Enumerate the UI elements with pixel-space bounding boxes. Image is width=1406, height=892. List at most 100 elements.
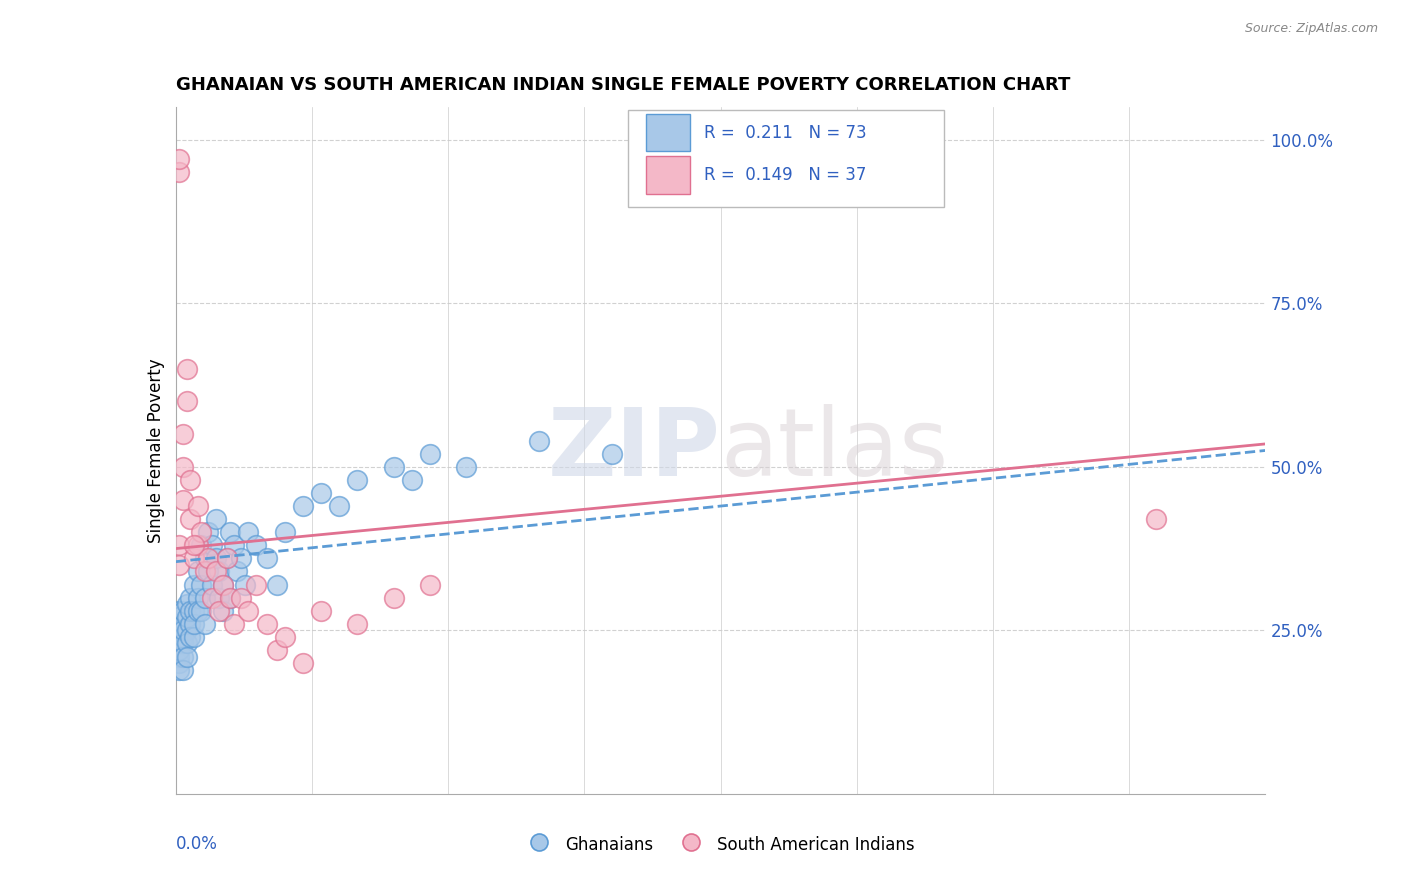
- Text: ZIP: ZIP: [548, 404, 721, 497]
- Point: [226, 565, 249, 579]
- Point: [238, 525, 260, 540]
- Text: GHANAIAN VS SOUTH AMERICAN INDIAN SINGLE FEMALE POVERTY CORRELATION CHART: GHANAIAN VS SOUTH AMERICAN INDIAN SINGLE…: [176, 77, 1070, 95]
- Point: [176, 636, 198, 650]
- Point: [194, 591, 217, 605]
- Point: [231, 551, 253, 566]
- Point: [194, 565, 217, 579]
- Point: [169, 604, 191, 618]
- Point: [600, 447, 623, 461]
- Point: [456, 459, 478, 474]
- Point: [401, 473, 423, 487]
- Point: [208, 565, 231, 579]
- Point: [179, 616, 201, 631]
- Point: [172, 427, 194, 442]
- Point: [197, 565, 219, 579]
- Point: [179, 604, 201, 618]
- Point: [176, 649, 198, 664]
- Point: [419, 447, 441, 461]
- Point: [382, 591, 405, 605]
- Y-axis label: Single Female Poverty: Single Female Poverty: [146, 359, 165, 542]
- Point: [190, 525, 212, 540]
- Point: [527, 434, 550, 448]
- Point: [169, 624, 191, 638]
- Point: [169, 636, 191, 650]
- Point: [233, 577, 256, 591]
- Point: [309, 604, 332, 618]
- Point: [176, 597, 198, 611]
- Point: [204, 551, 226, 566]
- Point: [266, 577, 288, 591]
- Text: R =  0.149   N = 37: R = 0.149 N = 37: [704, 167, 866, 185]
- Point: [186, 565, 209, 579]
- Point: [215, 551, 238, 566]
- Point: [194, 616, 217, 631]
- Point: [176, 624, 198, 638]
- Point: [201, 577, 224, 591]
- Point: [176, 394, 198, 409]
- Point: [186, 499, 209, 513]
- Point: [169, 624, 191, 638]
- Point: [219, 591, 242, 605]
- Point: [169, 538, 191, 552]
- Point: [183, 577, 205, 591]
- Point: [208, 604, 231, 618]
- Text: atlas: atlas: [721, 404, 949, 497]
- Point: [212, 577, 235, 591]
- Point: [382, 459, 405, 474]
- Point: [169, 643, 191, 657]
- Point: [231, 591, 253, 605]
- Point: [204, 565, 226, 579]
- Point: [238, 604, 260, 618]
- FancyBboxPatch shape: [628, 111, 943, 207]
- Point: [169, 663, 191, 677]
- Point: [309, 486, 332, 500]
- Point: [222, 616, 245, 631]
- Point: [1146, 512, 1168, 526]
- Point: [190, 538, 212, 552]
- Point: [291, 656, 314, 670]
- Point: [212, 604, 235, 618]
- Point: [176, 610, 198, 624]
- Point: [169, 616, 191, 631]
- Point: [176, 361, 198, 376]
- Point: [169, 558, 191, 572]
- Point: [183, 551, 205, 566]
- Point: [186, 604, 209, 618]
- Legend: Ghanaians, South American Indians: Ghanaians, South American Indians: [520, 828, 921, 861]
- Point: [186, 591, 209, 605]
- Point: [219, 525, 242, 540]
- Point: [186, 538, 209, 552]
- Point: [172, 663, 194, 677]
- Point: [291, 499, 314, 513]
- Point: [190, 577, 212, 591]
- Point: [183, 604, 205, 618]
- Point: [266, 643, 288, 657]
- Point: [169, 610, 191, 624]
- Point: [346, 616, 368, 631]
- Point: [204, 512, 226, 526]
- Point: [172, 492, 194, 507]
- Point: [201, 538, 224, 552]
- Point: [197, 551, 219, 566]
- Point: [183, 538, 205, 552]
- Point: [169, 649, 191, 664]
- Point: [274, 525, 297, 540]
- Point: [172, 636, 194, 650]
- Point: [328, 499, 350, 513]
- Bar: [647, 113, 690, 152]
- Point: [179, 591, 201, 605]
- Bar: [647, 156, 690, 194]
- Point: [172, 616, 194, 631]
- Point: [256, 551, 278, 566]
- Point: [169, 656, 191, 670]
- Text: Source: ZipAtlas.com: Source: ZipAtlas.com: [1244, 22, 1378, 36]
- Point: [179, 473, 201, 487]
- Point: [212, 577, 235, 591]
- Point: [274, 630, 297, 644]
- Point: [222, 538, 245, 552]
- Point: [172, 604, 194, 618]
- Point: [169, 630, 191, 644]
- Point: [172, 624, 194, 638]
- Point: [183, 616, 205, 631]
- Point: [190, 604, 212, 618]
